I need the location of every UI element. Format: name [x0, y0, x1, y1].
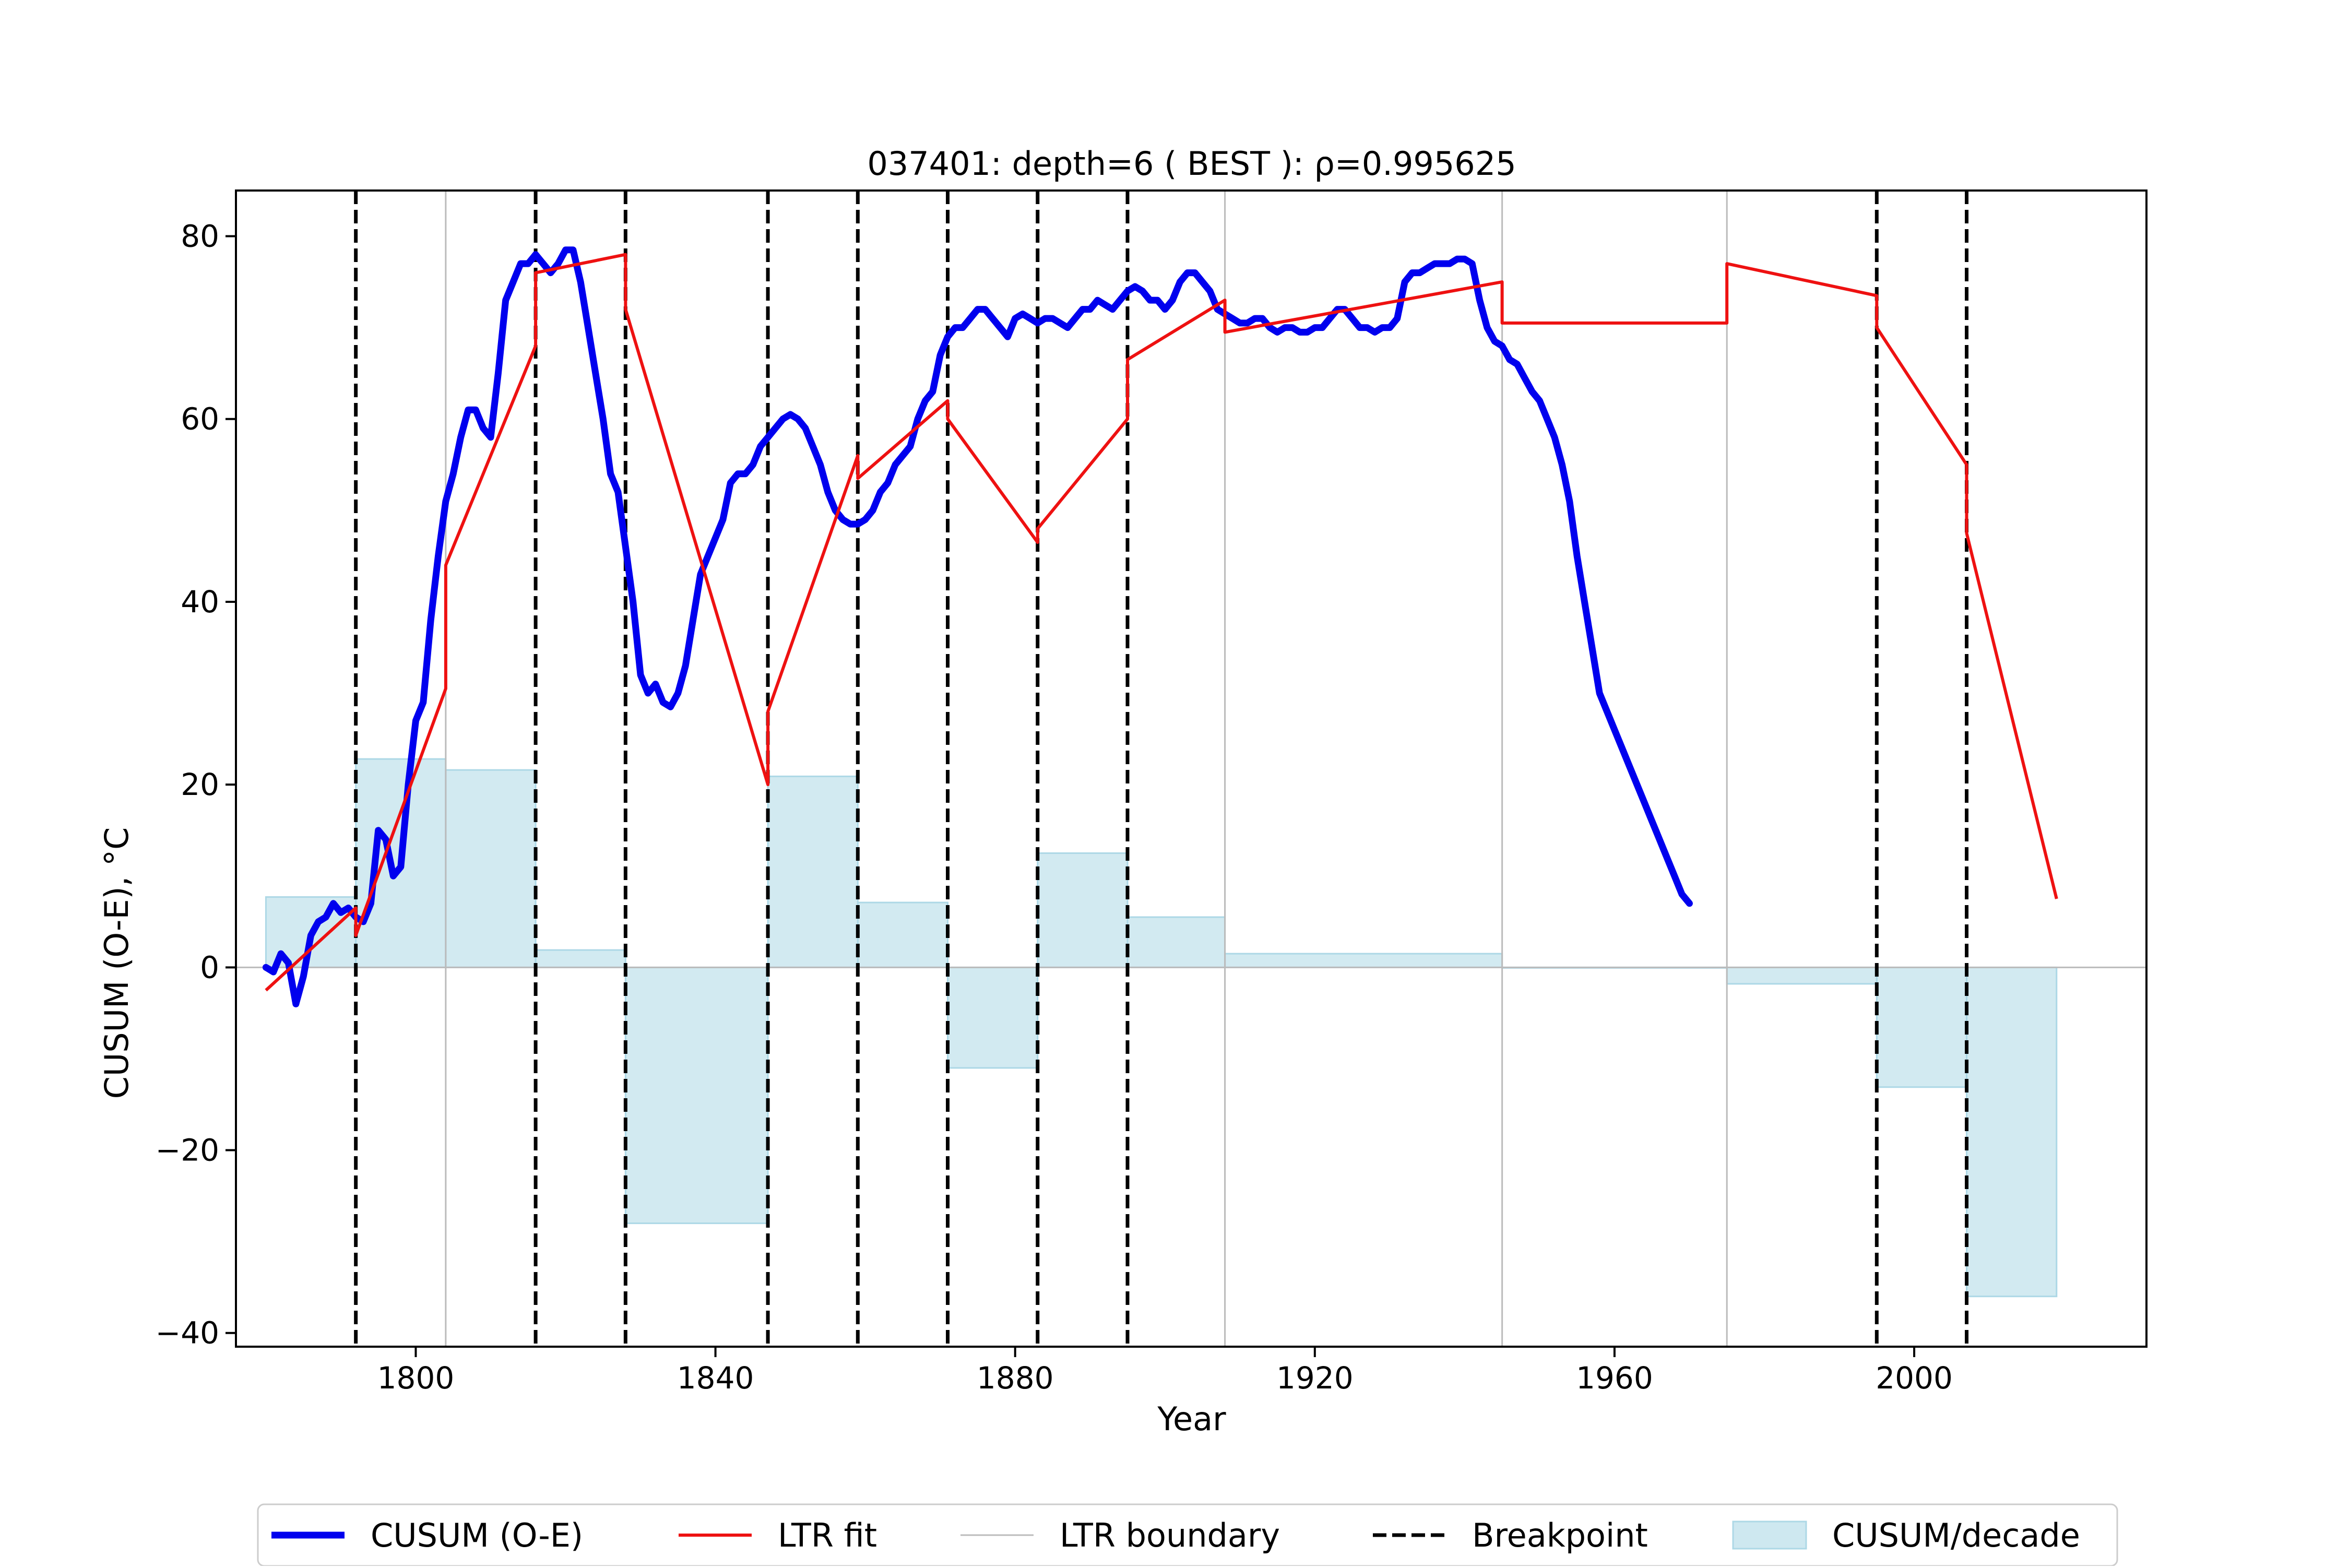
y-axis-label: CUSUM (O-E), °C [98, 827, 136, 1099]
ltr-fit-line [265, 253, 2058, 992]
x-tick-label-1: 1840 [677, 1360, 754, 1396]
x-tick-label-3: 1920 [1276, 1360, 1354, 1396]
x-tick-label-0: 1800 [377, 1360, 455, 1396]
y-tick-label-2: 0 [200, 949, 219, 985]
legend-label-1: LTR fit [778, 1516, 877, 1554]
legend-label-3: Breakpoint [1472, 1516, 1648, 1554]
legend-label-2: LTR boundary [1060, 1516, 1280, 1554]
decade-bar-10 [1224, 953, 1503, 968]
decade-bar-13 [1876, 966, 1968, 1088]
legend-label-4: CUSUM/decade [1832, 1516, 2080, 1554]
decade-bar-14 [1966, 966, 2058, 1298]
cusum-line [262, 246, 1693, 1007]
y-tick-label-6: 80 [181, 219, 219, 254]
y-tick-label-5: 60 [181, 401, 219, 437]
cusum-decade-bars [265, 758, 2058, 1298]
y-tick-label-3: 20 [181, 767, 219, 802]
y-tick-label-4: 40 [181, 584, 219, 620]
decade-bar-9 [1126, 916, 1226, 968]
chart-title: 037401: depth=6 ( BEST ): ρ=0.995625 [867, 145, 1516, 183]
decade-bar-4 [624, 966, 769, 1225]
decade-bar-8 [1037, 852, 1129, 968]
decade-bar-5 [767, 775, 859, 968]
y-tick-label-1: −20 [156, 1133, 219, 1168]
decade-bar-7 [947, 966, 1039, 1069]
decade-bar-3 [535, 949, 626, 968]
decade-bar-6 [857, 901, 949, 968]
legend-label-0: CUSUM (O-E) [371, 1516, 583, 1554]
x-axis-label: Year [1157, 1400, 1226, 1438]
x-tick-label-2: 1880 [977, 1360, 1054, 1396]
x-tick-label-4: 1960 [1576, 1360, 1653, 1396]
x-tick-label-5: 2000 [1876, 1360, 1953, 1396]
plot-area: 1800 1840 1880 1920 1960 2000 −40 −20 0 20 40 60 80 [156, 189, 2148, 1396]
decade-bar-12 [1726, 966, 1878, 985]
legend: CUSUM (O-E) LTR fit LTR boundary Breakpoint… [257, 1503, 2118, 1567]
decade-bar-2 [445, 769, 537, 968]
y-tick-label-0: −40 [156, 1315, 219, 1351]
legend-handle-4 [1732, 1521, 1807, 1550]
plot-frame [235, 189, 2148, 1348]
